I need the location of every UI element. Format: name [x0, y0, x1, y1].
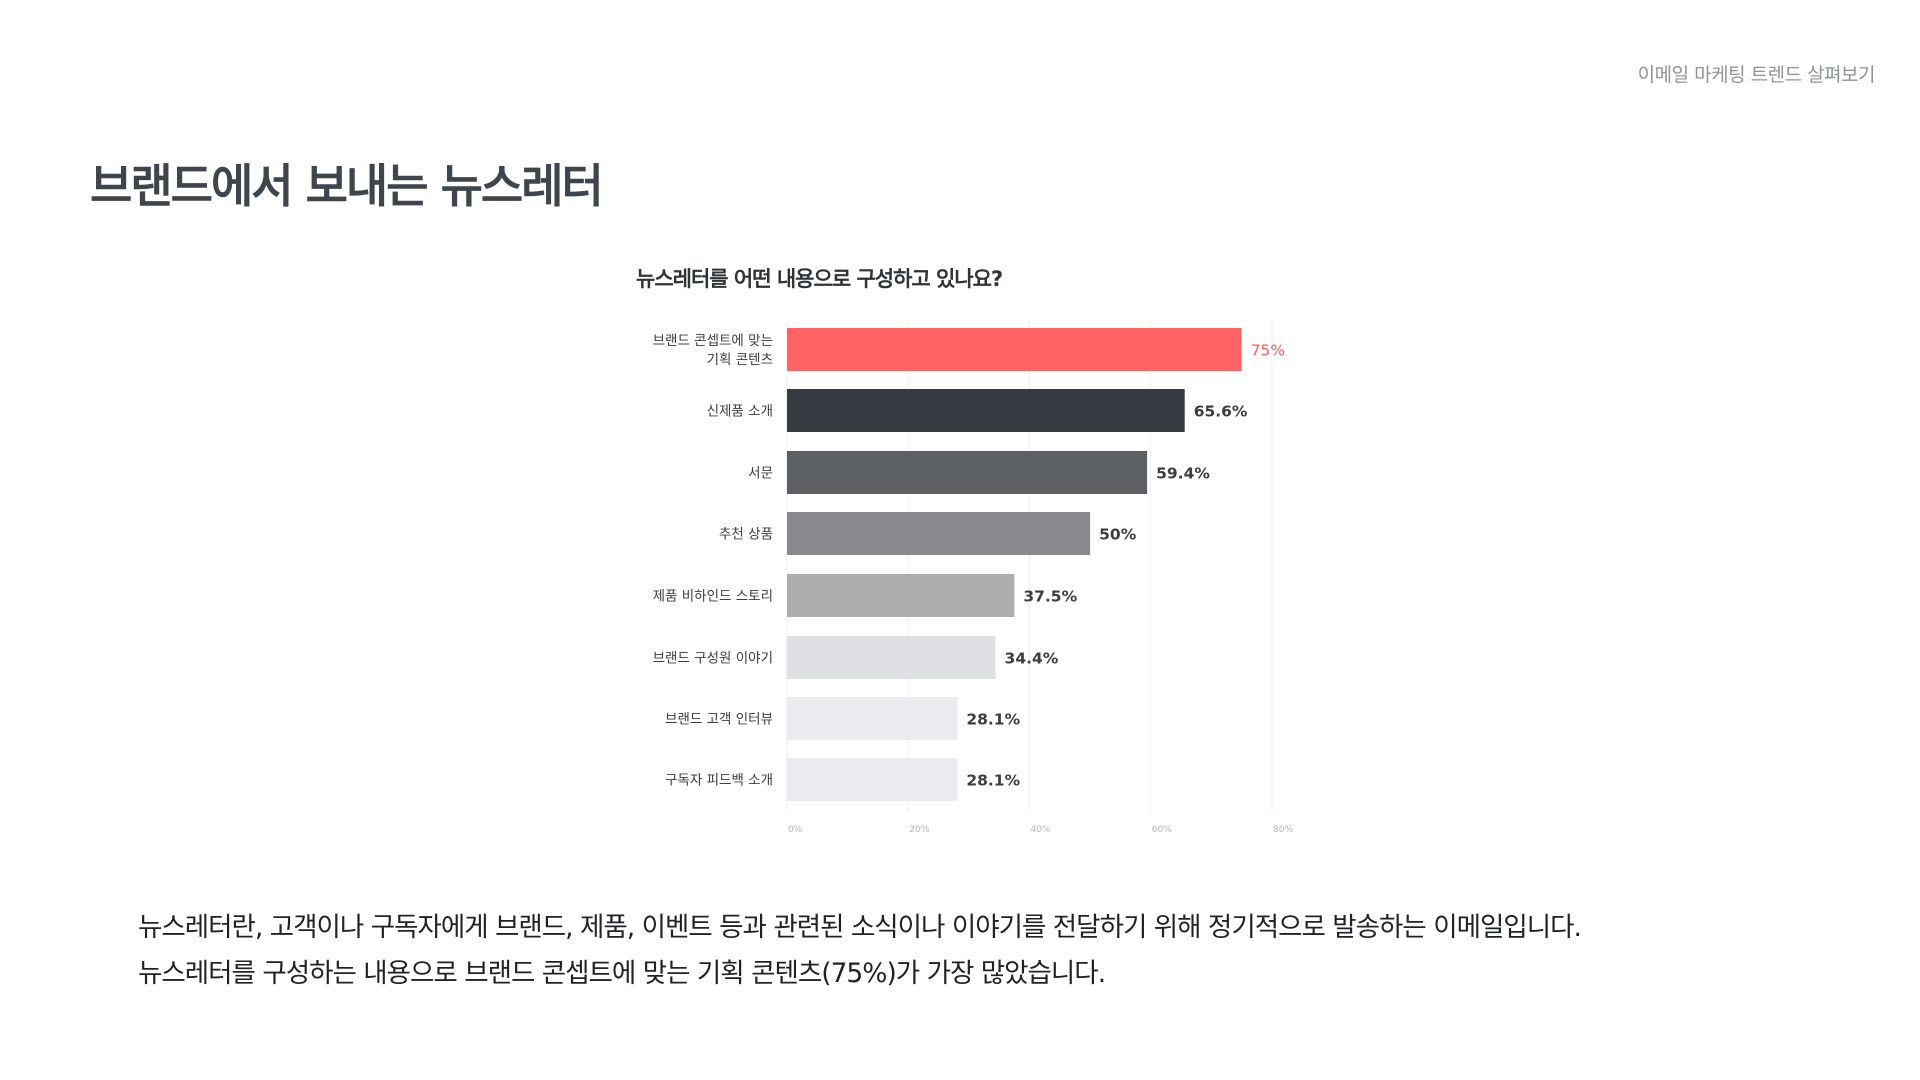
chart-title: 뉴스레터를 어떤 내용으로 구성하고 있나요? [636, 267, 1003, 291]
data-label: 65.6% [1194, 403, 1248, 421]
category-label: 브랜드 구성원 이야기 [653, 651, 773, 667]
category-label: 기획 콘텐츠 [707, 352, 773, 368]
x-tick-label: 60% [1152, 825, 1172, 835]
description: 뉴스레터란, 고객이나 구독자에게 브랜드, 제품, 이벤트 등과 관련된 소식… [138, 905, 1898, 997]
bar [787, 574, 1015, 617]
data-label: 75% [1251, 342, 1285, 360]
data-label: 37.5% [1023, 588, 1077, 606]
category-label: 신제품 소개 [707, 404, 773, 420]
bar [787, 451, 1148, 494]
x-tick-label: 20% [909, 825, 929, 835]
description-line-1: 뉴스레터란, 고객이나 구독자에게 브랜드, 제품, 이벤트 등과 관련된 소식… [138, 912, 1582, 943]
category-label: 서문 [748, 466, 773, 482]
x-tick-label: 80% [1273, 825, 1293, 835]
category-label: 제품 비하인드 스토리 [653, 589, 773, 605]
category-label: 브랜드 콘셉트에 맞는 [653, 333, 773, 349]
x-tick-label: 0% [788, 825, 803, 835]
bar [787, 697, 958, 740]
data-label: 28.1% [966, 711, 1020, 729]
category-label: 구독자 피드백 소개 [665, 773, 773, 789]
bar [787, 512, 1091, 555]
data-label: 34.4% [1005, 650, 1059, 668]
category-label: 브랜드 고객 인터뷰 [665, 712, 773, 728]
bar [787, 758, 958, 801]
x-tick-label: 40% [1031, 825, 1051, 835]
bar [787, 328, 1242, 371]
header-tag: 이메일 마케팅 트렌드 살펴보기 [1637, 64, 1876, 86]
page-title: 브랜드에서 보내는 뉴스레터 [90, 159, 604, 213]
description-line-2: 뉴스레터를 구성하는 내용으로 브랜드 콘셉트에 맞는 기획 콘텐츠(75%)가… [138, 958, 1106, 989]
data-label: 28.1% [966, 772, 1020, 790]
bar [787, 636, 996, 679]
data-label: 50% [1099, 526, 1137, 544]
category-label: 추천 상품 [719, 527, 773, 543]
data-label: 59.4% [1156, 465, 1210, 483]
bar [787, 389, 1185, 432]
